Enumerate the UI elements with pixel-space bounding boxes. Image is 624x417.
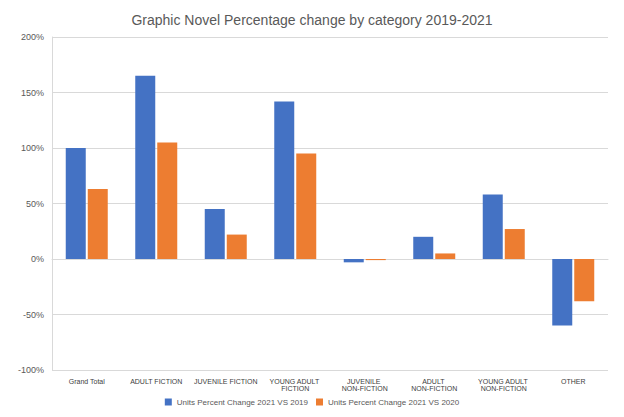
- svg-text:JUVENILE: JUVENILE: [347, 378, 382, 385]
- svg-text:100%: 100%: [21, 143, 44, 153]
- svg-text:Units Percent Change 2021 VS 2: Units Percent Change 2021 VS 2019: [177, 398, 309, 407]
- svg-text:150%: 150%: [21, 88, 44, 98]
- svg-text:Grand Total: Grand Total: [69, 378, 106, 385]
- svg-text:ADULT: ADULT: [422, 378, 446, 385]
- svg-text:YOUNG ADULT: YOUNG ADULT: [270, 378, 321, 385]
- svg-text:-50%: -50%: [23, 310, 44, 320]
- svg-text:Units Percent Change 2021 VS 2: Units Percent Change 2021 VS 2020: [328, 398, 460, 407]
- svg-text:JUVENILE FICTION: JUVENILE FICTION: [194, 378, 257, 385]
- svg-text:YOUNG ADULT: YOUNG ADULT: [478, 378, 529, 385]
- svg-text:0%: 0%: [31, 254, 44, 264]
- svg-text:OTHER: OTHER: [561, 378, 586, 385]
- svg-text:200%: 200%: [21, 32, 44, 42]
- svg-text:NON-FICTION: NON-FICTION: [481, 385, 527, 392]
- svg-text:NON-FICTION: NON-FICTION: [411, 385, 457, 392]
- svg-text:NON-FICTION: NON-FICTION: [342, 385, 388, 392]
- svg-text:ADULT FICTION: ADULT FICTION: [130, 378, 182, 385]
- svg-text:Graphic Novel Percentage chang: Graphic Novel Percentage change by categ…: [131, 12, 492, 28]
- svg-text:FICTION: FICTION: [281, 385, 309, 392]
- svg-text:50%: 50%: [26, 199, 44, 209]
- svg-text:-100%: -100%: [18, 365, 44, 375]
